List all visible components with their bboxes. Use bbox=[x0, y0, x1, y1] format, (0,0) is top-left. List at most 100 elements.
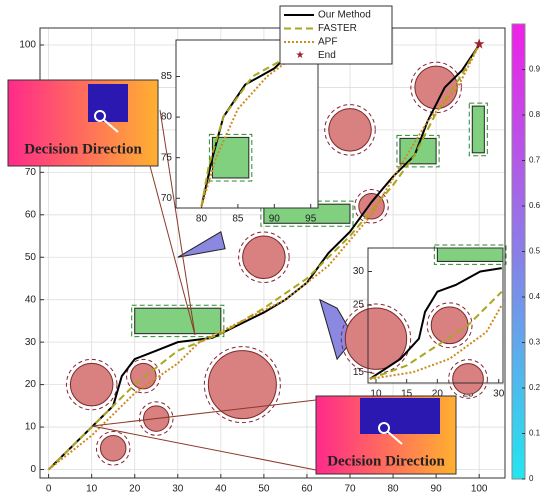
y-tick-label: 15 bbox=[353, 367, 365, 378]
series-line bbox=[369, 267, 502, 380]
x-tick-label: 50 bbox=[258, 484, 270, 495]
y-tick-label: 70 bbox=[25, 167, 37, 178]
obstacle-halo bbox=[426, 302, 473, 349]
colorbar-label: 0.1 bbox=[529, 429, 541, 438]
colorbar-label: 0.6 bbox=[529, 201, 541, 210]
plot-frame bbox=[39, 27, 506, 479]
end-marker: ★ bbox=[473, 36, 486, 52]
obstacle-halo bbox=[95, 431, 131, 466]
obstacle-halo bbox=[410, 61, 462, 114]
series-line bbox=[369, 304, 503, 380]
x-tick-label: 20 bbox=[432, 389, 444, 400]
y-tick-label: 30 bbox=[353, 266, 365, 277]
colorbar-label: 0.5 bbox=[529, 247, 541, 256]
obstacle-rect bbox=[436, 247, 504, 262]
x-tick-label: 85 bbox=[232, 214, 244, 225]
colorbar-label: 0.3 bbox=[529, 338, 541, 347]
annotation: Decision Direction bbox=[327, 453, 445, 469]
x-tick-label: 100 bbox=[471, 484, 488, 495]
annotation: Decision Direction bbox=[24, 141, 142, 157]
y-tick-label: 80 bbox=[161, 112, 173, 123]
y-tick-label: 50 bbox=[25, 252, 37, 263]
legend-label: End bbox=[318, 50, 336, 61]
inset-frame bbox=[175, 39, 319, 209]
x-tick-label: 70 bbox=[344, 484, 356, 495]
series-line bbox=[47, 44, 481, 471]
y-tick-label: 40 bbox=[25, 294, 37, 305]
obstacle-polygon bbox=[177, 231, 226, 258]
obstacle-circle bbox=[328, 108, 372, 152]
inset: 101520253015202530 bbox=[340, 244, 507, 400]
plot-area bbox=[176, 40, 318, 208]
legend-label: Our Method bbox=[318, 10, 371, 21]
colorbar-label: 0.9 bbox=[529, 65, 541, 74]
y-tick-label: 25 bbox=[353, 300, 365, 311]
decision-panel: Decision Direction bbox=[91, 395, 457, 475]
x-tick-label: 10 bbox=[86, 484, 98, 495]
obstacle-halo bbox=[324, 104, 376, 156]
obstacle-rect bbox=[399, 137, 437, 165]
obstacle-circle bbox=[130, 362, 157, 390]
series-line bbox=[369, 290, 503, 380]
obstacle-halo bbox=[396, 134, 440, 168]
legend-marker: ★ bbox=[296, 50, 305, 61]
colorbar-label: 0.2 bbox=[529, 383, 541, 392]
obstacle-halo bbox=[448, 359, 488, 399]
x-tick-label: 20 bbox=[129, 484, 141, 495]
obstacle-halo bbox=[131, 304, 225, 338]
x-tick-label: 30 bbox=[172, 484, 184, 495]
obstacle-circle bbox=[207, 350, 277, 420]
y-tick-label: 85 bbox=[161, 71, 173, 82]
x-tick-label: 90 bbox=[269, 214, 281, 225]
x-tick-label: 80 bbox=[387, 484, 399, 495]
obstacle-halo bbox=[260, 200, 354, 227]
obstacle-halo bbox=[208, 133, 253, 182]
y-tick-label: 10 bbox=[25, 422, 37, 433]
obstacle-halo bbox=[340, 303, 412, 374]
decision-panel: Decision Direction bbox=[7, 79, 196, 336]
colorbar-label: 0.7 bbox=[529, 156, 541, 165]
obstacle-halo bbox=[354, 189, 389, 224]
y-tick-label: 75 bbox=[161, 152, 173, 163]
y-tick-label: 60 bbox=[25, 209, 37, 220]
obstacle-halo bbox=[139, 401, 174, 436]
obstacle-circle bbox=[69, 362, 114, 407]
obstacle-rect bbox=[471, 105, 485, 154]
obstacle-circle bbox=[99, 435, 127, 462]
obstacle-rect bbox=[211, 136, 250, 179]
obstacle-halo bbox=[65, 358, 118, 411]
colorbar-label: 0 bbox=[529, 474, 534, 483]
series-line bbox=[47, 44, 481, 471]
y-tick-label: 30 bbox=[25, 337, 37, 348]
obstacle-circle bbox=[242, 235, 286, 279]
inset-frame bbox=[367, 247, 504, 384]
x-tick-label: 60 bbox=[301, 484, 313, 495]
x-tick-label: 40 bbox=[215, 484, 227, 495]
obstacle-halo bbox=[238, 231, 290, 283]
y-tick-label: 0 bbox=[30, 464, 36, 475]
obstacle-circle bbox=[452, 363, 484, 395]
colorbar-label: 0.4 bbox=[529, 292, 541, 301]
x-tick-label: 10 bbox=[370, 389, 382, 400]
legend-label: FASTER bbox=[318, 23, 357, 34]
obstacle-halo bbox=[203, 346, 281, 424]
obstacle-halo bbox=[468, 102, 488, 157]
inset: 80 85 90 95 70 75 80 85 bbox=[161, 39, 319, 225]
y-tick-label: 100 bbox=[19, 40, 36, 51]
colorbar-label: 0.8 bbox=[529, 110, 541, 119]
x-tick-label: 80 bbox=[196, 214, 208, 225]
y-tick-label: 70 bbox=[161, 193, 173, 204]
y-tick-label: 20 bbox=[25, 379, 37, 390]
x-tick-label: 90 bbox=[431, 484, 443, 495]
obstacle-halo bbox=[433, 244, 507, 265]
obstacle-rect bbox=[134, 307, 222, 335]
x-tick-label: 30 bbox=[493, 389, 505, 400]
x-tick-label: 95 bbox=[305, 214, 317, 225]
legend-label: APF bbox=[318, 37, 337, 48]
obstacle-circle bbox=[358, 193, 385, 220]
obstacle-circle bbox=[344, 307, 408, 370]
x-tick-label: 15 bbox=[401, 389, 413, 400]
x-tick-label: 0 bbox=[46, 484, 52, 495]
